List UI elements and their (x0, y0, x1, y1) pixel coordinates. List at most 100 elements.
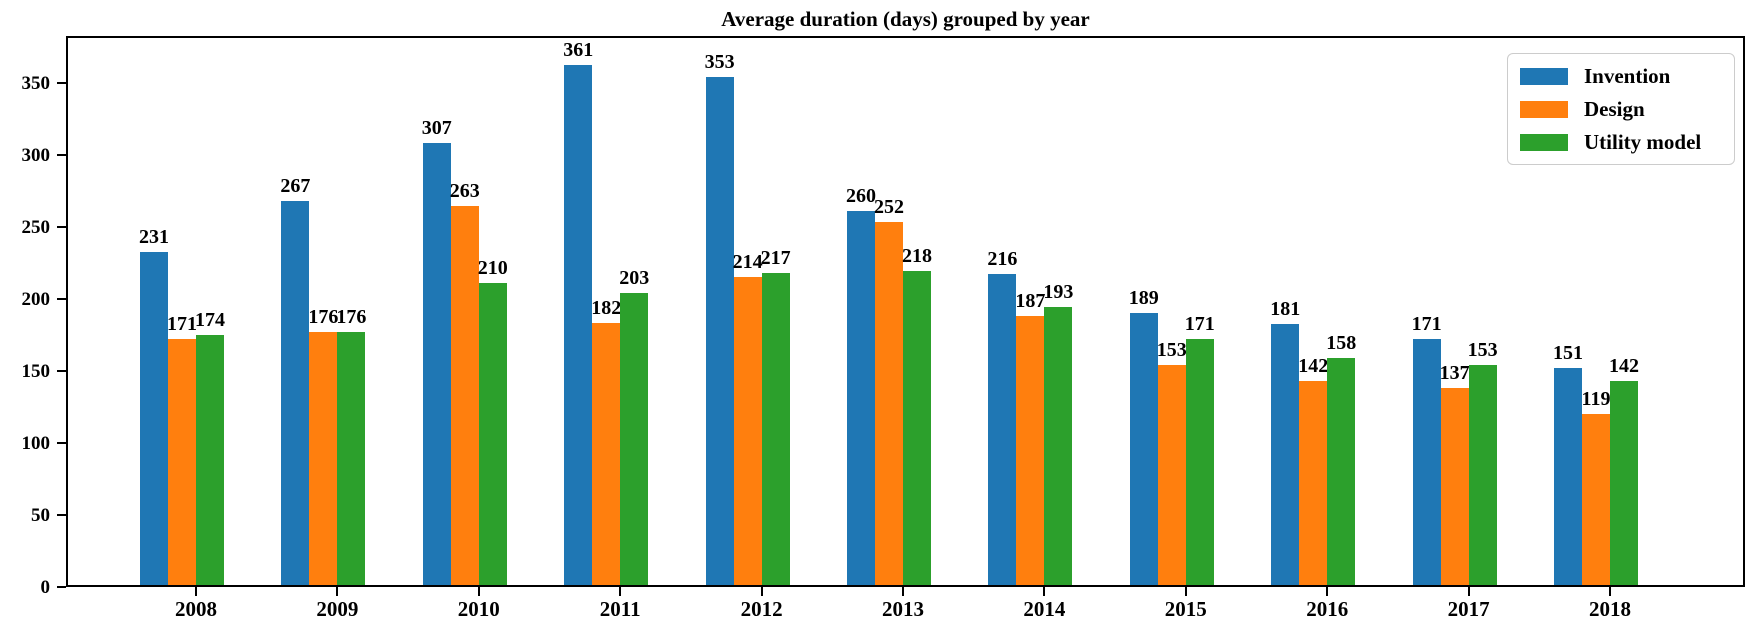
x-axis-tick-mark (1609, 587, 1611, 596)
bar-design-2014 (1016, 315, 1045, 585)
x-axis-tick-mark (477, 587, 480, 596)
legend-item-utility-model: Utility model (1520, 129, 1722, 155)
x-axis-tick-label: 2013 (882, 597, 924, 621)
bar-invention-2014 (988, 274, 1017, 585)
bar-design-2010 (450, 206, 479, 585)
bar-utility-model-2012 (761, 272, 790, 585)
bar-value-label: 231 (139, 226, 169, 249)
bar-invention-2015 (1129, 312, 1158, 585)
bar-utility-model-2009 (337, 331, 366, 585)
bar-value-label: 210 (477, 256, 508, 279)
bar-group-2013: 260 252 218 (846, 38, 932, 585)
x-axis-tick-mark (1326, 587, 1329, 596)
y-axis-tick-label: 300 (21, 145, 51, 167)
y-axis-tick-label: 0 (40, 577, 51, 598)
legend-swatch-icon (1520, 67, 1568, 85)
bar-value-label: 174 (195, 308, 225, 331)
y-axis-tick-label: 250 (21, 217, 51, 239)
bar-invention-2017 (1412, 338, 1441, 585)
x-axis-tick-label: 2010 (457, 597, 500, 621)
bar-value-label: 153 (1467, 338, 1498, 361)
bar-value-label: 216 (987, 248, 1018, 271)
x-axis-tick-mark (760, 587, 763, 596)
bar-value-label: 189 (1128, 286, 1159, 309)
bar-value-label: 171 (1411, 312, 1442, 335)
bar-value-label: 203 (619, 266, 650, 289)
bar-utility-model-2017 (1468, 364, 1497, 585)
bar-group-2016: 181 142 158 (1270, 38, 1357, 585)
plot-area: 231 171 174 267 176 176 307 263 210 361 182 203 353 2… (66, 36, 1745, 587)
y-axis-tick-label: 350 (21, 73, 51, 95)
legend-label: Invention (1584, 63, 1671, 88)
x-axis-tick-label: 2016 (1306, 597, 1349, 621)
bar-design-2013 (875, 222, 903, 585)
bar-value-label: 158 (1326, 331, 1357, 354)
bar-utility-model-2011 (620, 292, 649, 585)
bar-value-label: 187 (1015, 289, 1046, 312)
bar-group-2012: 353 214 217 (705, 38, 791, 585)
bar-group-2011: 361 182 203 (563, 38, 650, 585)
x-axis-tick-label: 2018 (1589, 597, 1631, 621)
bar-group-2014: 216 187 193 (987, 38, 1074, 585)
y-axis-tick-mark (57, 514, 66, 517)
bar-group-2018: 151 119 142 (1553, 38, 1639, 585)
bar-utility-model-2010 (478, 282, 507, 585)
x-axis-tick-mark (336, 587, 339, 596)
bar-value-label: 193 (1043, 281, 1074, 304)
bar-value-label: 263 (449, 180, 480, 203)
bar-utility-model-2014 (1044, 307, 1073, 585)
bar-value-label: 142 (1298, 354, 1329, 377)
bar-value-label: 171 (1184, 312, 1215, 335)
bar-value-label: 142 (1609, 354, 1639, 377)
x-axis-tick-mark (1467, 587, 1470, 596)
x-axis-tick-mark (902, 587, 904, 596)
x-axis-tick-mark (619, 587, 622, 596)
legend-swatch-icon (1520, 133, 1568, 151)
bar-value-label: 176 (308, 305, 339, 328)
bar-value-label: 137 (1439, 361, 1470, 384)
bar-value-label: 307 (421, 117, 452, 140)
bar-invention-2009 (281, 200, 310, 585)
y-axis-tick-label: 150 (21, 361, 51, 383)
bar-design-2008 (168, 338, 196, 585)
bar-invention-2016 (1271, 324, 1300, 585)
y-axis-tick-mark (57, 442, 66, 445)
y-axis-tick-mark (57, 154, 66, 157)
bar-value-label: 260 (846, 184, 876, 207)
bar-value-label: 267 (280, 174, 311, 197)
bar-design-2015 (1157, 364, 1186, 585)
x-axis-tick-label: 2017 (1447, 597, 1490, 621)
bar-group-2010: 307 263 210 (421, 38, 508, 585)
bar-value-label: 361 (563, 39, 594, 62)
bar-value-label: 153 (1156, 338, 1187, 361)
bar-value-label: 176 (336, 305, 367, 328)
y-axis-tick-mark (57, 298, 66, 301)
y-axis-tick-mark (57, 370, 66, 373)
y-axis-tick-mark (57, 586, 66, 588)
bar-group-2017: 171 137 153 (1411, 38, 1498, 585)
x-axis-tick-label: 2009 (316, 597, 359, 621)
bar-utility-model-2008 (196, 334, 224, 585)
y-axis-tick-mark (57, 82, 66, 85)
legend-label: Utility model (1584, 129, 1702, 154)
bar-utility-model-2013 (903, 271, 931, 585)
x-axis-tick-label: 2011 (599, 597, 641, 621)
x-axis-tick-mark (1184, 587, 1187, 596)
bar-invention-2013 (847, 210, 875, 585)
bar-value-label: 119 (1581, 387, 1611, 410)
bar-value-label: 181 (1270, 298, 1301, 321)
bar-invention-2010 (422, 143, 451, 585)
chart-title: Average duration (days) grouped by year (721, 7, 1090, 31)
legend-label: Design (1584, 96, 1645, 121)
bar-value-label: 217 (760, 246, 791, 269)
bar-value-label: 182 (591, 297, 622, 320)
x-axis-tick-mark (1043, 587, 1046, 596)
bar-value-label: 218 (902, 245, 932, 268)
bar-group-2008: 231 171 174 (139, 38, 225, 585)
bar-design-2011 (592, 323, 621, 585)
bar-invention-2011 (564, 65, 593, 585)
bar-invention-2018 (1554, 367, 1582, 585)
x-axis-tick-mark (195, 587, 197, 596)
x-axis-tick-label: 2014 (1023, 597, 1066, 621)
